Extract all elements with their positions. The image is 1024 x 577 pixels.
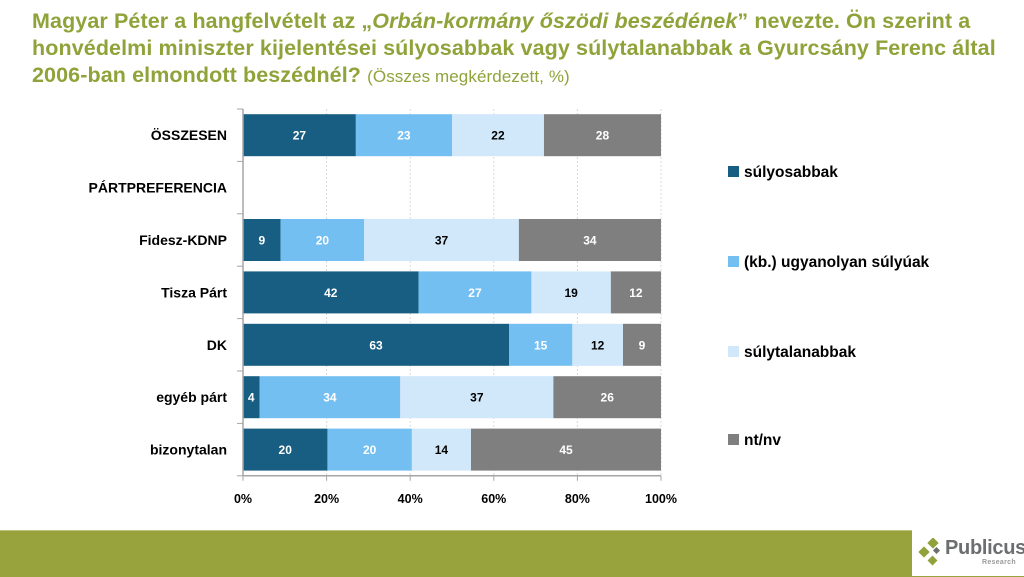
data-label: 28 — [596, 129, 610, 143]
bar-segment — [243, 219, 281, 261]
title-part2: ” nevezte. Ön szerint a honvédelmi minis… — [32, 9, 996, 87]
x-tick-label: 20% — [314, 492, 339, 506]
data-label: 12 — [591, 338, 605, 352]
bar-segment — [553, 376, 661, 419]
data-label: 19 — [564, 286, 578, 300]
data-label: 27 — [468, 286, 482, 300]
x-tick-label: 80% — [565, 492, 590, 506]
data-label: 37 — [470, 391, 484, 405]
bar-segment — [243, 376, 260, 419]
bar-segment — [243, 323, 509, 366]
legend-swatch — [728, 166, 739, 177]
legend-swatch — [728, 346, 739, 357]
bars: 27 23 22 28 9 20 37 34 42 27 19 12 63 15 12 9 4 34 37 26 20 2… — [243, 114, 661, 471]
data-label: 42 — [324, 286, 338, 300]
data-label: 23 — [397, 129, 411, 143]
bar-segment — [327, 428, 412, 471]
legend-label: súlytalanabbak — [744, 344, 856, 361]
bar-segment — [243, 428, 328, 471]
bar-segment — [400, 376, 554, 419]
legend-swatch — [728, 256, 739, 267]
logo-diamonds-icon — [918, 538, 941, 566]
footer-bar — [0, 530, 1024, 577]
bar-segment — [411, 428, 471, 471]
data-label: 9 — [639, 338, 646, 352]
category-label: bizonytalan — [150, 442, 227, 458]
data-label: 22 — [491, 129, 505, 143]
data-label: 15 — [534, 338, 548, 352]
x-tick-label: 0% — [234, 492, 252, 506]
legend-swatch — [728, 434, 739, 445]
tick-labels: 0% 20% 40% 60% 80% 100% — [234, 492, 677, 506]
data-label: 34 — [583, 234, 597, 248]
category-label: egyéb párt — [156, 389, 227, 405]
bar-segment — [364, 219, 519, 261]
chart-subtitle: (Összes megkérdezett, %) — [367, 67, 570, 86]
bar-segment — [623, 323, 661, 366]
logo-subtext: Research — [982, 559, 1016, 566]
category-label: ÖSSZESEN — [151, 127, 227, 143]
x-tick-label: 100% — [645, 492, 677, 506]
data-label: 20 — [363, 443, 377, 457]
logo-text: Publicus — [945, 537, 1024, 559]
axes — [237, 108, 662, 481]
bar-segment — [259, 376, 401, 419]
bar-segment — [610, 271, 661, 314]
data-label: 9 — [258, 234, 265, 248]
bar-segment — [243, 271, 419, 314]
bar-segment — [418, 271, 532, 314]
legend-label: súlyosabbak — [744, 164, 838, 181]
bar-segment — [572, 323, 623, 366]
title-italic: Orbán-kormány őszödi beszédének — [372, 9, 738, 33]
bar-segment — [509, 323, 573, 366]
data-label: 37 — [435, 234, 449, 248]
data-label: 4 — [248, 391, 255, 405]
legend: súlyosabbak (kb.) ugyanolyan súlyúak súlyt… — [728, 164, 930, 449]
chart-title: Magyar Péter a hangfelvételt az „Orbán-k… — [32, 8, 1002, 90]
x-tick-label: 60% — [481, 492, 506, 506]
publicus-logo: Publicus Research — [912, 530, 1024, 576]
data-label: 27 — [293, 129, 307, 143]
category-label: Fidesz-KDNP — [139, 232, 227, 248]
title-part1: Magyar Péter a hangfelvételt az „ — [32, 9, 373, 33]
bar-segment — [543, 114, 661, 157]
bar-segment — [452, 114, 544, 157]
bar-segment — [471, 428, 661, 471]
data-label: 26 — [601, 391, 615, 405]
bar-segment — [518, 219, 661, 261]
legend-label: nt/nv — [744, 432, 781, 449]
category-label: DK — [207, 337, 227, 353]
data-label: 34 — [323, 391, 337, 405]
data-label: 45 — [559, 443, 573, 457]
data-label: 12 — [629, 286, 643, 300]
stacked-bar-chart: 27 23 22 28 9 20 37 34 42 27 19 12 63 15 12 9 4 34 37 26 20 2… — [89, 108, 930, 506]
bar-segment — [355, 114, 452, 157]
category-label: Tisza Párt — [161, 284, 227, 300]
bar-segment — [531, 271, 611, 314]
legend-label: (kb.) ugyanolyan súlyúak — [744, 254, 930, 271]
bar-segment — [243, 114, 356, 157]
data-label: 20 — [316, 234, 330, 248]
x-tick-label: 40% — [398, 492, 423, 506]
category-labels: ÖSSZESEN PÁRTPREFERENCIA Fidesz-KDNP Tisza … — [89, 127, 228, 457]
data-label: 20 — [279, 443, 293, 457]
bar-segment — [280, 219, 365, 261]
data-label: 63 — [369, 338, 383, 352]
data-label: 14 — [435, 443, 449, 457]
category-label: PÁRTPREFERENCIA — [89, 180, 227, 196]
